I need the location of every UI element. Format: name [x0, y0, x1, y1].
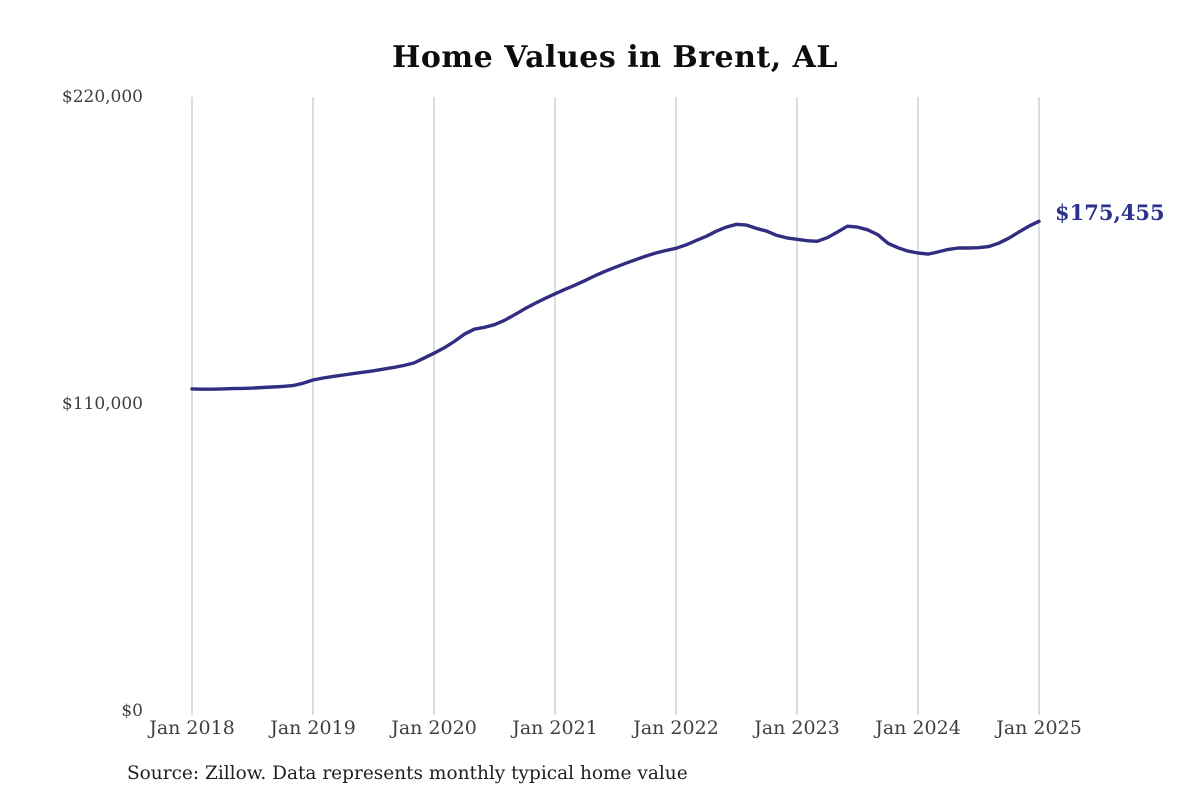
- y-tick-label: $0: [121, 701, 143, 721]
- x-tick-label: Jan 2024: [875, 717, 961, 739]
- x-tick-label: Jan 2025: [996, 717, 1082, 739]
- source-note: Source: Zillow. Data represents monthly …: [127, 763, 688, 784]
- y-tick-label: $110,000: [61, 394, 143, 414]
- chart-title: Home Values in Brent, AL: [391, 40, 839, 75]
- home-value-series-line: [190, 219, 1041, 391]
- x-tick-label: Jan 2019: [270, 717, 356, 739]
- y-tick-label: $220,000: [61, 87, 143, 107]
- y-axis: $0 $110,000 $220,000: [0, 0, 143, 800]
- x-tick-label: Jan 2018: [149, 717, 235, 739]
- end-value-label: $175,455: [1055, 200, 1165, 226]
- x-tick-label: Jan 2020: [391, 717, 477, 739]
- x-tick-label: Jan 2022: [633, 717, 719, 739]
- x-tick-label: Jan 2023: [754, 717, 840, 739]
- x-tick-label: Jan 2021: [512, 717, 598, 739]
